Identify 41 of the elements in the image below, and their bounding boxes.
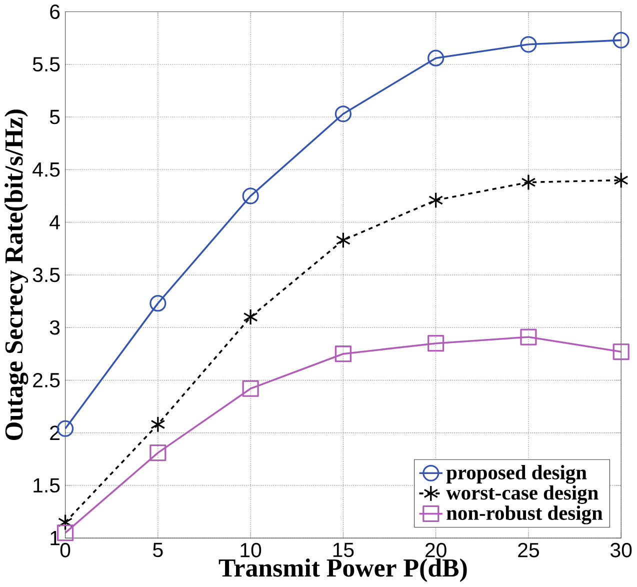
x-tick-label: 0 bbox=[60, 543, 70, 558]
point bbox=[336, 232, 350, 249]
y-tick-label: 2.5 bbox=[33, 373, 60, 388]
y-tick-label: 3 bbox=[50, 320, 60, 336]
point bbox=[612, 344, 630, 360]
y-tick-label: 5 bbox=[50, 110, 60, 124]
point bbox=[334, 346, 352, 362]
x-tick-label: 20 bbox=[426, 543, 446, 558]
point bbox=[612, 32, 630, 49]
x-tick-label: 10 bbox=[240, 543, 262, 558]
point bbox=[150, 295, 166, 312]
x-tick-label: 30 bbox=[610, 543, 632, 558]
point bbox=[521, 174, 536, 191]
point bbox=[150, 444, 166, 462]
point bbox=[150, 416, 166, 433]
y-axis-title: Outage Secrecy Rate(bit/s/Hz) bbox=[4, 110, 28, 440]
y-tick-label: 1 bbox=[50, 531, 60, 546]
point bbox=[614, 172, 628, 189]
point bbox=[428, 50, 444, 67]
x-tick-label: 15 bbox=[333, 543, 354, 558]
point bbox=[242, 380, 259, 398]
y-tick-label: 4 bbox=[50, 216, 60, 230]
x-tick-label: 25 bbox=[518, 543, 539, 558]
y-tick-label: 4.5 bbox=[32, 162, 60, 178]
legend-label: worst-case design bbox=[446, 486, 598, 504]
point bbox=[520, 36, 537, 53]
legend-label: non-robust design bbox=[446, 506, 603, 525]
point bbox=[242, 188, 259, 205]
point bbox=[58, 514, 73, 531]
x-axis-title: Transmit Power P(dB) bbox=[218, 558, 467, 582]
point bbox=[243, 308, 258, 326]
point bbox=[334, 106, 352, 122]
y-tick-label: 6 bbox=[50, 4, 60, 20]
x-tick-label: 5 bbox=[153, 543, 163, 558]
point bbox=[428, 335, 444, 352]
point bbox=[520, 328, 537, 346]
y-tick-label: 5.5 bbox=[32, 58, 60, 72]
point bbox=[428, 192, 444, 209]
legend-label: proposed design bbox=[446, 465, 587, 484]
y-tick-label: 1.5 bbox=[34, 478, 60, 493]
y-tick-label: 3.5 bbox=[32, 268, 60, 282]
